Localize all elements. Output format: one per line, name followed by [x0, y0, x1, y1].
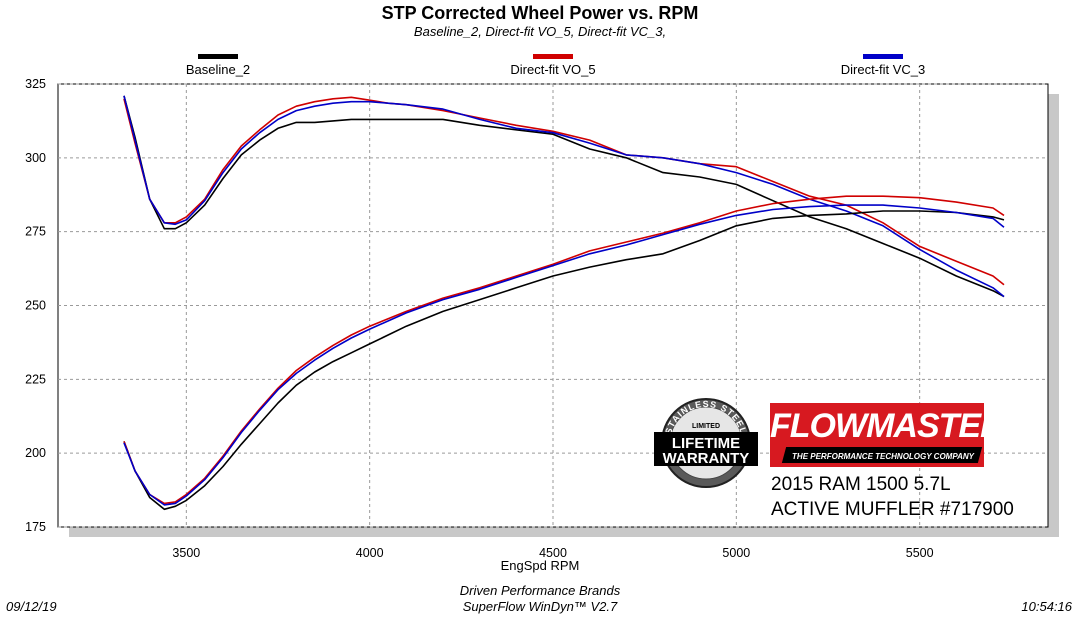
series-line-baseline-2-torque [123, 210, 1005, 511]
x-tick-label: 5000 [722, 546, 750, 560]
series-line-direct-fit-vc-3-torque [123, 204, 1005, 506]
warranty-badge: STAINLESS STEEL LIMITED LIFETIME WARRANT… [651, 397, 761, 489]
y-tick-label: 225 [25, 372, 46, 386]
legend-item-vo5: Direct-fit VO_5 [453, 54, 653, 77]
grid [58, 83, 1048, 528]
legend-label-baseline: Baseline_2 [185, 62, 251, 77]
chart-subtitle: Baseline_2, Direct-fit VO_5, Direct-fit … [413, 24, 667, 39]
legend-swatch-vc3 [863, 54, 903, 59]
series-line-direct-fit-vo-5-torque [123, 195, 1005, 505]
series-line-baseline-2-power [123, 95, 1005, 298]
vehicle-line-2: ACTIVE MUFFLER #717900 [771, 499, 1014, 520]
x-axis-label: EngSpd RPM [500, 558, 580, 573]
footer-software: SuperFlow WinDyn™ V2.7 [462, 599, 618, 614]
flowmaster-tagline: THE PERFORMANCE TECHNOLOGY COMPANY [792, 452, 974, 461]
y-tick-label: 275 [25, 225, 46, 239]
flowmaster-logo: FLOWMASTER THE PERFORMANCE TECHNOLOGY CO… [770, 403, 1005, 467]
flowmaster-brand-text: FLOWMASTER [770, 407, 1005, 445]
legend-swatch-vo5 [533, 54, 573, 59]
data-lines [123, 95, 1005, 511]
y-tick-label: 250 [25, 299, 46, 313]
axis-ticks: 175 200 225 250 275 300 325 3500 4000 4500 5000 550… [25, 77, 933, 560]
vehicle-line-1: 2015 RAM 1500 5.7L [771, 474, 951, 495]
badge-warranty-text: WARRANTY [663, 450, 750, 467]
badge-lifetime-text: LIFETIME [672, 435, 740, 452]
x-tick-label: 3500 [172, 546, 200, 560]
legend-swatch-baseline [198, 54, 238, 59]
y-tick-label: 175 [25, 520, 46, 534]
chart-title: STP Corrected Wheel Power vs. RPM [381, 3, 699, 23]
footer-date: 09/12/19 [6, 599, 57, 614]
x-tick-label: 4000 [356, 546, 384, 560]
footer-time: 10:54:16 [1021, 599, 1072, 614]
x-tick-label: 4500 [539, 546, 567, 560]
legend-label-vo5: Direct-fit VO_5 [510, 62, 596, 77]
y-tick-label: 325 [25, 77, 46, 91]
y-tick-label: 200 [25, 446, 46, 460]
x-tick-label: 5500 [906, 546, 934, 560]
legend-item-vc3: Direct-fit VC_3 [783, 54, 983, 77]
legend-item-baseline: Baseline_2 [118, 54, 318, 77]
badge-limited-text: LIMITED [692, 423, 720, 430]
y-tick-label: 300 [25, 151, 46, 165]
footer-company: Driven Performance Brands [459, 583, 621, 598]
series-line-direct-fit-vc-3-power [123, 95, 1005, 298]
legend-label-vc3: Direct-fit VC_3 [840, 62, 926, 77]
